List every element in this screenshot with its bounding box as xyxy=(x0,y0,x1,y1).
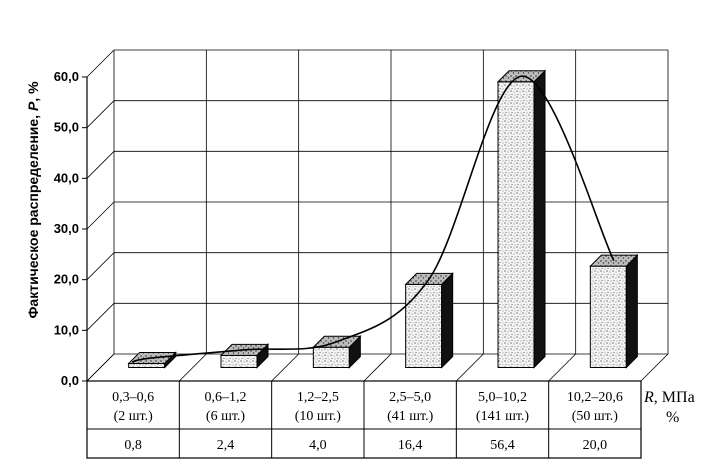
category-percent: 20,0 xyxy=(583,438,608,453)
gridline-side xyxy=(86,252,115,280)
category-range: 2,5–5,0 xyxy=(389,390,431,405)
category-table: 0,3–0,6 (2 шт.) 0,8 0,6–1,2 (6 шт.) 2,4 1,2–2,… xyxy=(86,380,642,459)
bar-front xyxy=(128,362,166,368)
bar-side xyxy=(441,272,454,369)
category-percent: 0,8 xyxy=(124,438,142,453)
y-tick-label: 0,0 xyxy=(61,373,79,388)
category-count: (141 шт.) xyxy=(476,409,530,424)
bar xyxy=(219,343,270,369)
r-unit-label: R, МПа xyxy=(643,389,695,406)
bar-front xyxy=(589,265,627,368)
y-axis-label-prefix: Фактическое распределение, xyxy=(25,111,41,318)
bar xyxy=(589,253,639,369)
gridline-side xyxy=(86,151,115,179)
r-unit-var: R xyxy=(643,389,654,406)
category-percent: 56,4 xyxy=(490,438,515,453)
bar-front xyxy=(497,81,535,369)
bars-layer xyxy=(127,69,639,369)
y-axis-label: Фактическое распределение, P, % xyxy=(25,81,41,319)
gridline-side xyxy=(86,303,115,331)
floor-line xyxy=(179,353,207,382)
category-count: (41 шт.) xyxy=(387,409,434,424)
category-count: (10 шт.) xyxy=(295,409,342,424)
floor-line xyxy=(363,353,392,382)
category-count: (50 шт.) xyxy=(572,409,619,424)
percent-unit-label: % xyxy=(666,409,679,426)
floor-line xyxy=(456,353,484,382)
gridline-side xyxy=(86,100,115,128)
y-tick-label: 20,0 xyxy=(54,272,79,287)
bar-top xyxy=(589,254,639,267)
bar-front xyxy=(312,346,350,369)
curve-layer xyxy=(131,75,615,363)
y-tick-label: 60,0 xyxy=(54,69,79,84)
bar-side xyxy=(533,69,546,369)
category-range: 10,2–20,6 xyxy=(567,390,623,405)
gridline-side xyxy=(86,201,115,230)
category-range: 5,0–10,2 xyxy=(478,390,527,405)
r-unit-mpa: , МПа xyxy=(654,389,695,406)
y-tick-label: 10,0 xyxy=(54,322,79,337)
category-range: 1,2–2,5 xyxy=(297,390,339,405)
bar-side xyxy=(625,253,638,369)
category-percent: 16,4 xyxy=(398,438,423,453)
category-count: (2 шт.) xyxy=(114,409,154,424)
bar-front xyxy=(405,283,443,369)
floor-line xyxy=(86,353,115,382)
distribution-curve xyxy=(131,75,615,363)
y-tick-label: 50,0 xyxy=(54,120,79,135)
floor-line xyxy=(548,353,576,382)
bar xyxy=(496,69,547,369)
category-range: 0,6–1,2 xyxy=(205,390,247,405)
bar xyxy=(404,272,454,369)
gridline-side xyxy=(86,49,115,78)
floor-line xyxy=(271,353,299,382)
y-tick-label: 40,0 xyxy=(54,170,79,185)
y-tick-label: 30,0 xyxy=(54,221,79,236)
category-percent: 4,0 xyxy=(309,438,327,453)
y-axis-label-var: P xyxy=(25,101,41,111)
category-range: 0,3–0,6 xyxy=(112,390,154,405)
axes-layer: 0,0 10,0 20,0 30,0 40,0 50,0 60,0 xyxy=(54,49,669,388)
floor-line xyxy=(640,353,669,382)
y-axis-label-suffix: , % xyxy=(25,81,41,102)
bar-front xyxy=(220,354,258,368)
category-percent: 2,4 xyxy=(217,438,235,453)
category-count: (6 шт.) xyxy=(206,409,246,424)
